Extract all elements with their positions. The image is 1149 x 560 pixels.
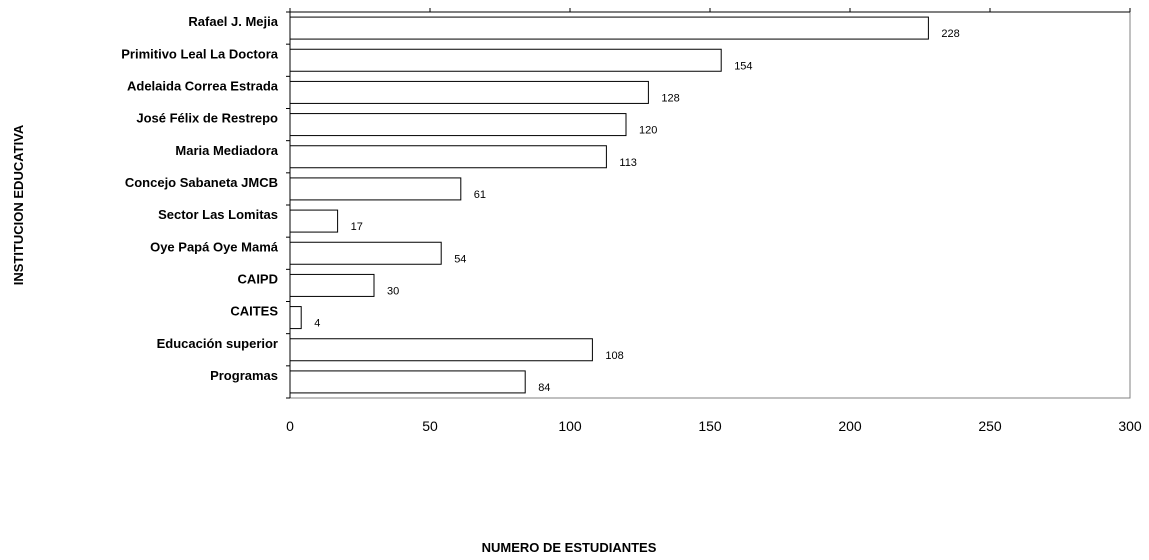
data-label: 228: [941, 28, 959, 40]
category-label: CAIPD: [238, 271, 278, 286]
data-labels: 228 154 128 120 113 61 17 54 30 4 108 84: [314, 28, 960, 394]
category-label: Adelaida Correa Estrada: [127, 78, 279, 93]
bars-group: [289, 16, 929, 394]
bar: [289, 177, 462, 201]
data-label: 4: [314, 318, 320, 330]
x-tick-label: 50: [422, 418, 438, 434]
bar: [289, 273, 375, 297]
x-tick-label: 150: [698, 418, 722, 434]
data-label: 154: [734, 60, 752, 72]
category-label: Maria Mediadora: [175, 143, 278, 158]
data-label: 30: [387, 285, 399, 297]
category-label: José Félix de Restrepo: [136, 111, 278, 126]
bar: [289, 209, 339, 233]
bar: [289, 306, 302, 330]
x-axis-ticks: 0 50 100 150 200 250 300: [286, 8, 1142, 434]
y-axis-title: INSTITUCION EDUCATIVA: [11, 124, 26, 285]
bar: [289, 338, 593, 362]
category-label: Rafael J. Mejia: [188, 14, 278, 29]
bar: [289, 113, 627, 137]
bar: [289, 241, 442, 265]
x-tick-label: 300: [1118, 418, 1142, 434]
category-labels: Rafael J. Mejia Primitivo Leal La Doctora…: [121, 14, 279, 383]
category-label: Concejo Sabaneta JMCB: [125, 175, 278, 190]
data-label: 61: [474, 189, 486, 201]
category-label: Sector Las Lomitas: [158, 207, 278, 222]
x-tick-label: 100: [558, 418, 582, 434]
category-label: CAITES: [230, 304, 278, 319]
category-label: Oye Papá Oye Mamá: [150, 239, 279, 254]
bar: [289, 48, 722, 72]
data-label: 113: [619, 157, 637, 169]
data-label: 108: [605, 350, 623, 362]
data-label: 54: [454, 253, 466, 265]
x-tick-label: 0: [286, 418, 294, 434]
x-axis-title: NUMERO DE ESTUDIANTES: [482, 540, 657, 555]
bar: [289, 145, 607, 169]
x-tick-label: 200: [838, 418, 862, 434]
category-label: Educación superior: [157, 336, 278, 351]
data-label: 17: [351, 221, 363, 233]
bar: [289, 370, 526, 394]
data-label: 128: [661, 92, 679, 104]
x-tick-label: 250: [978, 418, 1002, 434]
category-label: Primitivo Leal La Doctora: [121, 46, 279, 61]
bar: [289, 80, 649, 104]
category-label: Programas: [210, 368, 278, 383]
data-label: 84: [538, 382, 550, 394]
data-label: 120: [639, 125, 657, 137]
bar: [289, 16, 929, 40]
